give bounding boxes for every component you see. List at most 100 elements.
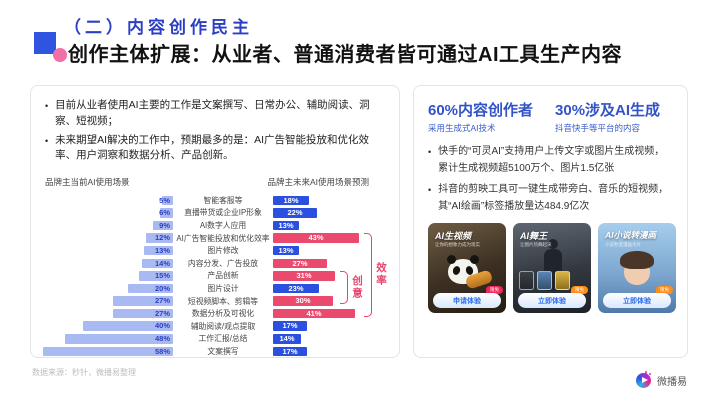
future-bar [273,334,301,344]
category-label: 智能客服等 [203,195,243,205]
current-bar [65,334,173,344]
current-bar-cell: 12% [45,233,173,243]
current-bar [112,308,173,319]
current-bar-cell: 40% [45,321,173,331]
app-screenshot-cards: AI生视频 让你的想象力成为现实 限免 申请体验 AI舞王 让图片热舞起来 限免… [428,223,676,313]
future-value-label: 13% [278,245,294,255]
future-bar-cell: 23% [273,283,385,294]
current-bar [83,321,173,331]
current-bar-cell: 27% [45,308,173,319]
card-subtitle: 小说秒变漫画大片 [605,242,641,247]
bullet-icon: • [45,135,49,146]
future-value-label: 23% [288,283,304,293]
current-bar [112,296,173,306]
current-bar-cell: 9% [45,220,173,231]
card-ai-novel-to-comic: AI小说转漫画 小说秒变漫画大片 限免 立即体验 [598,223,676,313]
future-value-label: 13% [278,220,294,230]
right-bullet-list: • 快手的“可灵AI”支持用户上传文字或图片生成视频，累计生成视频超5100万个… [428,144,673,215]
data-source-note: 数据来源：秒针，微播易整理 [32,368,136,377]
future-bar [273,296,333,306]
category-label: 图片修改 [207,246,239,256]
apply-trial-button[interactable]: 申请体验 [433,293,501,308]
promo-badge: 限免 [571,286,588,294]
annotation-bracket [340,270,348,305]
future-value-label: 27% [292,258,308,268]
promo-badge: 限免 [486,286,503,294]
current-value-label: 14% [154,258,170,268]
bullet-icon: • [428,185,432,195]
chart-row: 20% 图片设计 23% [45,282,385,295]
category-label: 数据分析及可视化 [191,309,255,319]
bullet-text: 快手的“可灵AI”支持用户上传文字或图片生成视频，累计生成视频超5100万个、图… [438,146,665,174]
future-value-label: 43% [308,233,324,243]
chart-headers: 品牌主当前AI使用场景 品牌主未来AI使用场景预测 [45,176,385,188]
future-bar-cell: 22% [273,208,385,218]
annotation-bracket [364,232,372,317]
current-value-label: 6% [159,208,170,218]
template-thumbnail[interactable] [519,271,534,290]
try-now-button[interactable]: 立即体验 [603,293,671,308]
future-value-label: 30% [295,296,311,306]
category-label: 辅助阅读/观点提取 [190,321,256,331]
stat-subtitle: 抖音快手等平台的内容 [555,123,641,133]
chart-rows: 5% 智能客服等 18% 6% 直播带货或企业IP形象 22% 9% AI数字人应用 13% 12… [43,194,387,358]
chart-row: 9% AI数字人应用 13% [45,219,385,232]
current-value-label: 58% [154,346,170,356]
current-bar [139,271,173,281]
current-bar-cell: 14% [45,258,173,269]
current-bar-cell: 5% [45,195,173,206]
future-value-label: 31% [296,271,312,281]
future-bar-cell: 17% [273,321,385,331]
future-bar-cell: 17% [273,346,385,357]
try-now-button[interactable]: 立即体验 [518,293,586,308]
future-value-label: 17% [282,346,298,356]
stat-subtitle: 采用生成式AI技术 [428,123,496,133]
template-thumbnail[interactable] [537,271,552,290]
list-item: • 抖音的剪映工具可一键生成带旁白、音乐的短视频，其“AI绘画”标签播放量达48… [428,182,673,215]
template-thumbnail[interactable] [555,271,570,290]
category-label: 直播带货或企业IP形象 [184,208,262,218]
future-bar [273,283,319,294]
card-subtitle: 让图片热舞起来 [520,242,552,247]
current-value-label: 5% [159,195,170,205]
category-label: 工作汇报/总结 [198,334,248,344]
stat-value: 60%内容创作者 [428,102,534,119]
chart-right-header: 品牌主未来AI使用场景预测 [267,177,369,187]
card-ai-dance: AI舞王 让图片热舞起来 限免 立即体验 [513,223,591,313]
list-item: • 快手的“可灵AI”支持用户上传文字或图片生成视频，累计生成视频超5100万个… [428,144,673,177]
category-label: 产品创新 [207,271,239,281]
future-bar-cell: 41% [273,308,385,319]
future-bar [273,195,309,206]
current-bar [161,195,173,206]
current-bar [152,220,173,231]
bullet-text: 抖音的剪映工具可一键生成带旁白、音乐的短视频，其“AI绘画”标签播放量达484.… [438,184,669,212]
chart-row: 13% 图片修改 13% [45,244,385,257]
chart-row: 12% AI广告智能投放和优化效率 43% [45,232,385,245]
annotation-label: 效率 [375,261,387,287]
current-bar-cell: 48% [45,334,173,344]
current-bar-cell: 15% [45,271,173,281]
current-bar-cell: 58% [43,346,173,357]
future-bar [273,245,299,256]
list-item: • 目前从业者使用AI主要的工作是文案撰写、日常办公、辅助阅读、洞察、短视频； [45,98,385,130]
future-bar-cell: 27% [273,258,385,269]
bullet-icon: • [45,101,49,111]
future-value-label: 22% [287,208,303,218]
annotation-label: 创意 [351,274,363,300]
page-title: 创作主体扩展：从业者、普通消费者皆可通过AI工具生产内容 [68,44,622,66]
chart-row: 5% 智能客服等 18% [45,194,385,207]
future-bar [273,208,317,218]
current-bar [43,346,173,357]
decoration-circle [53,48,67,62]
play-button-icon [636,371,653,388]
decoration-square [34,32,56,54]
right-panel: 60%内容创作者 采用生成式AI技术 30%涉及AI生成 抖音快手等平台的内容 … [413,85,688,358]
current-bar [159,208,173,218]
current-bar-cell: 27% [45,296,173,306]
future-bar-cell: 18% [273,195,385,206]
bullet-text: 目前从业者使用AI主要的工作是文案撰写、日常办公、辅助阅读、洞察、短视频； [55,99,370,127]
current-value-label: 12% [154,233,170,243]
future-value-label: 17% [282,321,298,331]
weiboyi-logo: 微播易 [636,371,687,388]
